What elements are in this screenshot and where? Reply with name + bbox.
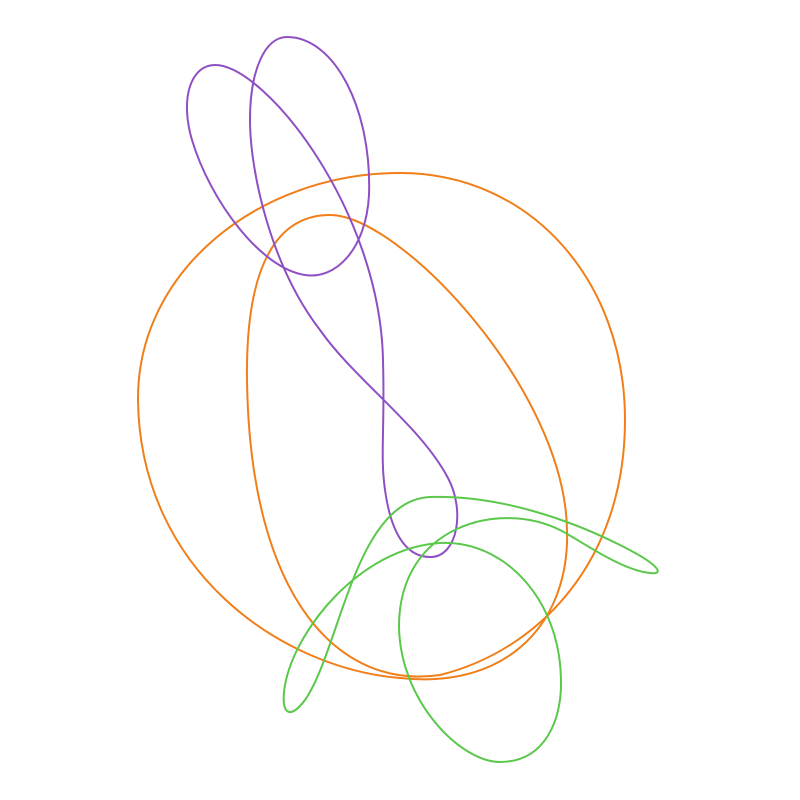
green-curve: [282, 495, 659, 763]
orange-curve: [136, 172, 626, 681]
purple-curve: [185, 36, 459, 559]
